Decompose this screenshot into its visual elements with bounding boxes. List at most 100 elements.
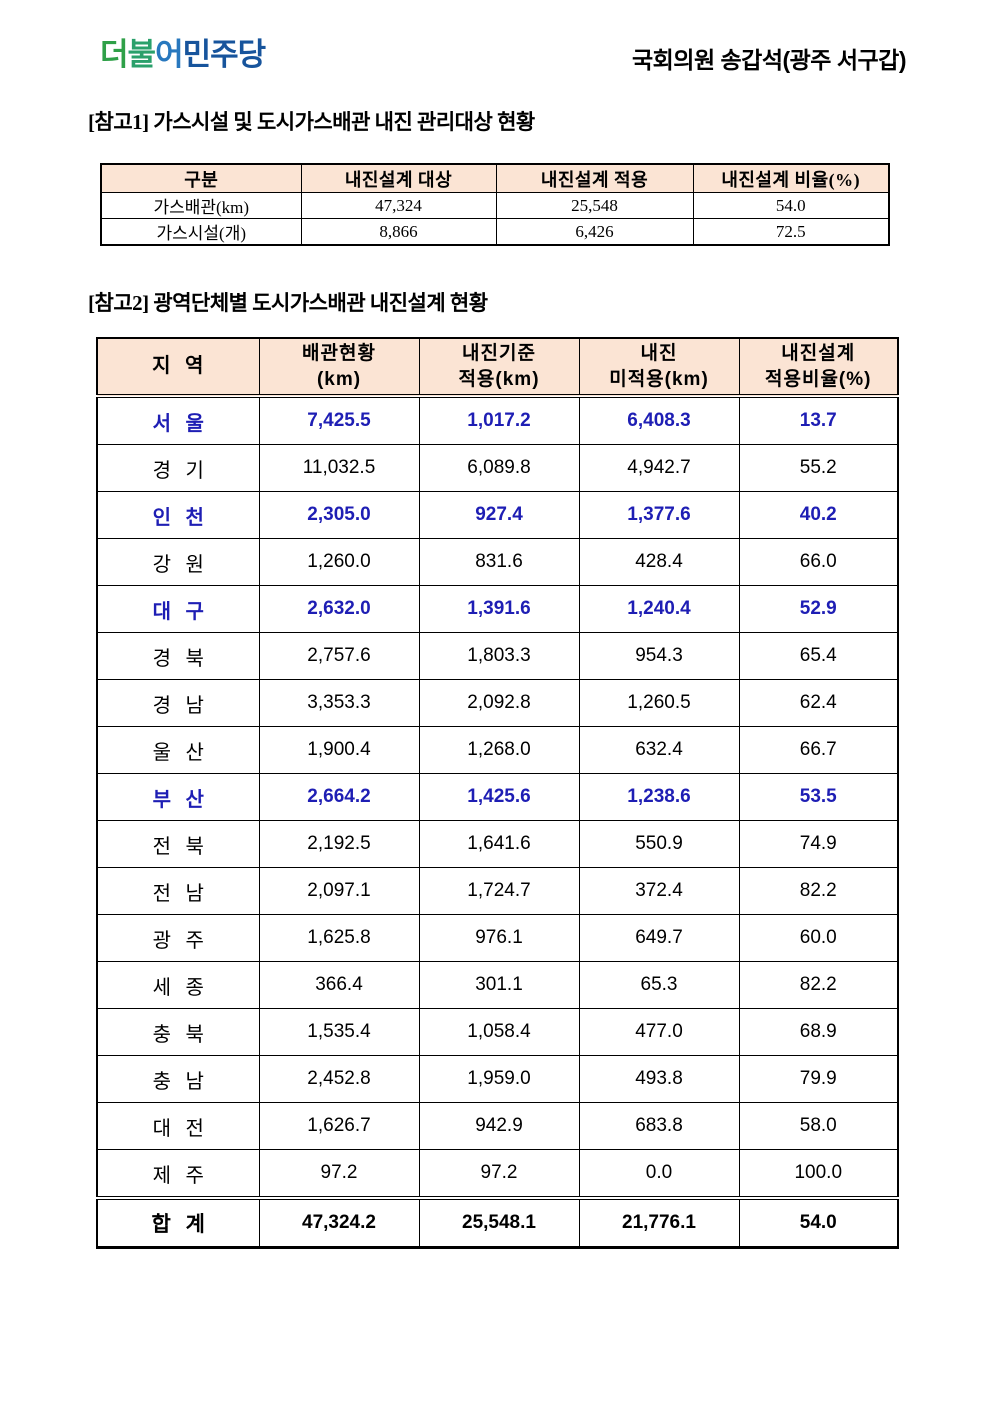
- table-row: 충 북 1,535.4 1,058.4 477.0 68.9: [96, 1008, 899, 1056]
- value-cell: 1,017.2: [418, 395, 580, 445]
- header-line: 미적용(km): [609, 368, 709, 390]
- header-cell-target: 내진설계 대상: [300, 163, 497, 193]
- value-cell: 100.0: [738, 1149, 899, 1199]
- region-table-header-row: 지 역 배관현황 (km) 내진기준 적용(km) 내진 미적용(km) 내진설계 적용…: [96, 337, 899, 398]
- table-row: 인 천 2,305.0 927.4 1,377.6 40.2: [96, 491, 899, 539]
- region-cell: 강 원: [96, 538, 260, 586]
- value-cell: 1,391.6: [418, 585, 580, 633]
- table-row: 충 남 2,452.8 1,959.0 493.8 79.9: [96, 1055, 899, 1103]
- row-label-cell: 가스배관(km): [100, 192, 302, 219]
- value-cell: 632.4: [578, 726, 740, 774]
- value-cell: 942.9: [418, 1102, 580, 1150]
- value-cell: 493.8: [578, 1055, 740, 1103]
- value-cell: 54.0: [738, 1196, 899, 1248]
- table-row: 전 남 2,097.1 1,724.7 372.4 82.2: [96, 867, 899, 915]
- value-cell: 58.0: [738, 1102, 899, 1150]
- value-cell: 2,192.5: [258, 820, 420, 868]
- value-cell: 74.9: [738, 820, 899, 868]
- header-line: 내진: [640, 342, 678, 364]
- value-cell: 649.7: [578, 914, 740, 962]
- value-cell: 954.3: [578, 632, 740, 680]
- header-cell-applied: 내진기준 적용(km): [418, 337, 580, 398]
- value-cell: 0.0: [578, 1149, 740, 1199]
- value-cell: 1,535.4: [258, 1008, 420, 1056]
- header-cell-pipeline: 배관현황 (km): [258, 337, 420, 398]
- header-cell-applied: 내진설계 적용: [495, 163, 694, 193]
- value-cell: 831.6: [418, 538, 580, 586]
- header-line: 적용비율(%): [765, 368, 872, 390]
- region-cell: 대 구: [96, 585, 260, 633]
- value-cell: 1,268.0: [418, 726, 580, 774]
- value-cell: 25,548: [495, 192, 694, 219]
- value-cell: 976.1: [418, 914, 580, 962]
- value-cell: 66.0: [738, 538, 899, 586]
- value-cell: 62.4: [738, 679, 899, 727]
- value-cell: 60.0: [738, 914, 899, 962]
- header-cell-ratio: 내진설계 비율(%): [692, 163, 890, 193]
- value-cell: 2,664.2: [258, 773, 420, 821]
- value-cell: 1,260.5: [578, 679, 740, 727]
- party-logo: 더불어민주당: [100, 36, 267, 73]
- value-cell: 72.5: [692, 218, 890, 246]
- value-cell: 927.4: [418, 491, 580, 539]
- value-cell: 47,324.2: [258, 1196, 420, 1248]
- value-cell: 1,803.3: [418, 632, 580, 680]
- region-cell: 광 주: [96, 914, 260, 962]
- table-row: 세 종 366.4 301.1 65.3 82.2: [96, 961, 899, 1009]
- region-cell: 서 울: [96, 395, 260, 445]
- table-row: 대 전 1,626.7 942.9 683.8 58.0: [96, 1102, 899, 1150]
- table-row: 경 북 2,757.6 1,803.3 954.3 65.4: [96, 632, 899, 680]
- value-cell: 2,452.8: [258, 1055, 420, 1103]
- logo-char: 더: [100, 37, 129, 72]
- table-row: 서 울 7,425.5 1,017.2 6,408.3 13.7: [96, 395, 899, 445]
- value-cell: 1,641.6: [418, 820, 580, 868]
- logo-char: 불: [127, 37, 157, 72]
- region-table-body: 서 울 7,425.5 1,017.2 6,408.3 13.7 경 기 11,032.5 6…: [96, 395, 899, 1199]
- region-cell: 울 산: [96, 726, 260, 774]
- table-row: 광 주 1,625.8 976.1 649.7 60.0: [96, 914, 899, 962]
- value-cell: 55.2: [738, 444, 899, 492]
- total-row: 합 계 47,324.2 25,548.1 21,776.1 54.0: [96, 1196, 899, 1248]
- value-cell: 52.9: [738, 585, 899, 633]
- logo-char: 어: [155, 37, 184, 72]
- region-cell: 세 종: [96, 961, 260, 1009]
- value-cell: 8,866: [300, 218, 497, 246]
- value-cell: 11,032.5: [258, 444, 420, 492]
- value-cell: 1,240.4: [578, 585, 740, 633]
- value-cell: 21,776.1: [578, 1196, 740, 1248]
- value-cell: 2,632.0: [258, 585, 420, 633]
- facility-table: 구분 내진설계 대상 내진설계 적용 내진설계 비율(%) 가스배관(km) 4…: [100, 163, 890, 246]
- value-cell: 2,092.8: [418, 679, 580, 727]
- value-cell: 25,548.1: [418, 1196, 580, 1248]
- value-cell: 1,625.8: [258, 914, 420, 962]
- table-row: 대 구 2,632.0 1,391.6 1,240.4 52.9: [96, 585, 899, 633]
- section2-title: [참고2] 광역단체별 도시가스배관 내진설계 현황: [88, 291, 488, 315]
- value-cell: 1,425.6: [418, 773, 580, 821]
- region-cell: 경 남: [96, 679, 260, 727]
- value-cell: 1,626.7: [258, 1102, 420, 1150]
- value-cell: 97.2: [418, 1149, 580, 1199]
- value-cell: 1,959.0: [418, 1055, 580, 1103]
- table-row: 제 주 97.2 97.2 0.0 100.0: [96, 1149, 899, 1199]
- logo-char: 민: [182, 37, 212, 72]
- region-cell: 합 계: [96, 1196, 260, 1248]
- value-cell: 13.7: [738, 395, 899, 445]
- table-row: 부 산 2,664.2 1,425.6 1,238.6 53.5: [96, 773, 899, 821]
- value-cell: 68.9: [738, 1008, 899, 1056]
- logo-char: 당: [237, 37, 267, 72]
- facility-table-header-row: 구분 내진설계 대상 내진설계 적용 내진설계 비율(%): [100, 163, 890, 193]
- header-line: 내진설계: [781, 342, 856, 364]
- value-cell: 477.0: [578, 1008, 740, 1056]
- header-line: 배관현황: [302, 342, 376, 364]
- value-cell: 428.4: [578, 538, 740, 586]
- value-cell: 372.4: [578, 867, 740, 915]
- value-cell: 97.2: [258, 1149, 420, 1199]
- value-cell: 6,426: [495, 218, 694, 246]
- value-cell: 683.8: [578, 1102, 740, 1150]
- value-cell: 2,097.1: [258, 867, 420, 915]
- region-cell: 경 북: [96, 632, 260, 680]
- region-cell: 충 남: [96, 1055, 260, 1103]
- header-line: 내진기준: [462, 342, 536, 364]
